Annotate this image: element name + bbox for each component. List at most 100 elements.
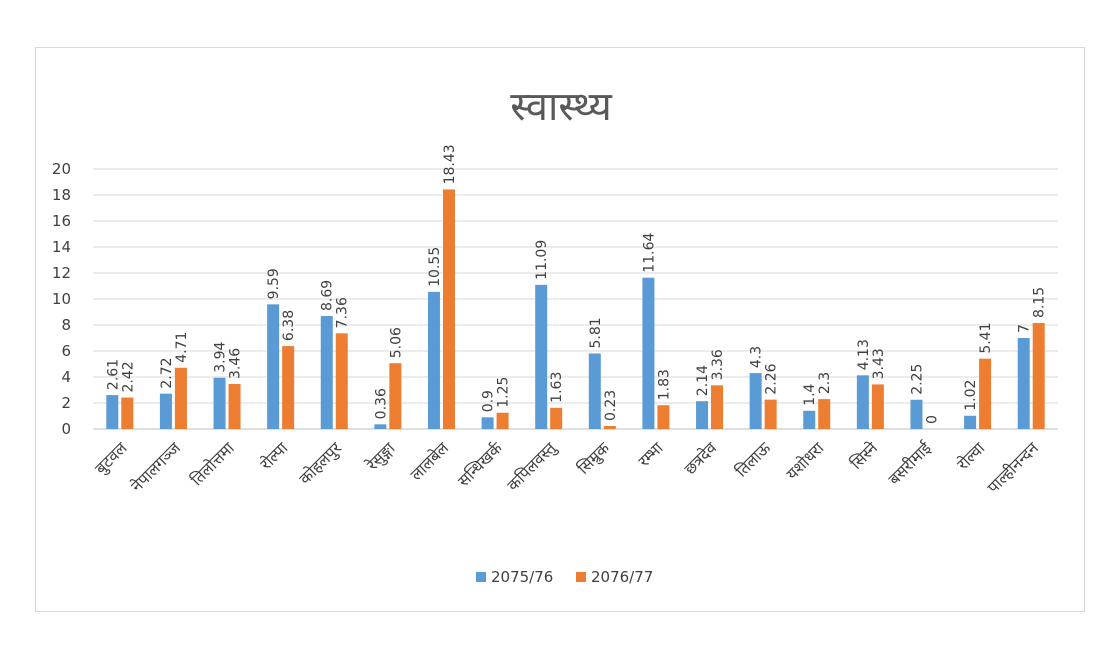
y-tick-label: 10 xyxy=(52,290,71,308)
bar xyxy=(159,393,172,429)
bar xyxy=(696,401,709,429)
x-tick-label: छत्रदेव xyxy=(680,438,721,479)
data-label: 7 xyxy=(1017,324,1033,333)
bar xyxy=(535,284,548,429)
bar xyxy=(389,363,402,429)
chart-title: स्वास्थ्य xyxy=(510,84,612,130)
y-tick-label: 6 xyxy=(61,342,71,360)
bar xyxy=(121,397,134,429)
data-label: 5.06 xyxy=(388,327,404,358)
bar xyxy=(871,384,884,429)
bar xyxy=(213,377,226,429)
bar xyxy=(174,367,187,429)
x-tick-label: बसरीमाई xyxy=(884,438,935,489)
data-label: 4.3 xyxy=(749,346,765,368)
bar xyxy=(106,395,119,429)
bar xyxy=(228,384,241,429)
data-label: 10.55 xyxy=(427,247,443,287)
data-label: 0 xyxy=(924,415,940,424)
legend: 2075/76 2076/77 xyxy=(476,568,653,586)
y-tick-label: 0 xyxy=(61,420,71,438)
bar xyxy=(320,316,333,429)
data-label: 2.26 xyxy=(764,363,780,394)
legend-label-2075-76: 2075/76 xyxy=(491,568,553,586)
x-tick-label: कोहलपुर xyxy=(295,438,346,489)
bar xyxy=(764,399,777,429)
x-tick-label: रेसुङ्गा xyxy=(362,438,400,476)
x-tick-label: नेपालगञ्ज xyxy=(127,438,185,496)
bar xyxy=(818,399,831,429)
x-tick-label: सन्धिखर्क xyxy=(454,438,507,491)
bar xyxy=(803,410,816,429)
gridlines xyxy=(93,168,1058,430)
bar xyxy=(642,277,655,429)
bar xyxy=(657,405,670,429)
y-tick-label: 12 xyxy=(52,264,71,282)
data-label: 3.46 xyxy=(228,348,244,379)
data-label: 5.81 xyxy=(588,317,604,348)
data-label: 0.23 xyxy=(603,390,619,421)
bar xyxy=(979,358,992,429)
bar-chart: स्वास्थ्य 0 2 4 6 8 10 12 14 16 18 20 2.61 2.42 2.72… xyxy=(52,84,1058,586)
data-label: 2.14 xyxy=(695,365,711,396)
bar xyxy=(1032,323,1045,429)
bar xyxy=(374,424,387,429)
y-tick-label: 16 xyxy=(52,212,71,230)
data-labels: 2.61 2.42 2.724.71 3.94 3.46 9.59 6.38 8.697.36… xyxy=(105,144,1047,424)
data-label: 2.42 xyxy=(120,361,136,392)
x-tick-label: पाल्हीनन्दन xyxy=(983,438,1042,497)
data-label: 0.9 xyxy=(481,390,497,412)
data-label: 11.64 xyxy=(641,233,657,273)
data-label: 8.69 xyxy=(320,280,336,311)
data-label: 2.3 xyxy=(817,372,833,394)
bar xyxy=(1017,338,1030,429)
bar xyxy=(910,399,923,429)
bar xyxy=(964,415,977,429)
data-label: 2.25 xyxy=(909,364,925,395)
bar xyxy=(588,353,601,429)
bar xyxy=(711,385,724,429)
data-label: 4.71 xyxy=(174,332,190,363)
bar xyxy=(749,373,762,429)
bar xyxy=(496,412,509,429)
x-tick-label: सिस्ने xyxy=(847,438,882,473)
data-label: 1.02 xyxy=(963,380,979,411)
data-label: 1.63 xyxy=(549,372,565,403)
x-tick-label: बुटवल xyxy=(91,438,132,479)
legend-swatch-2076-77 xyxy=(576,572,586,582)
y-tick-label: 18 xyxy=(52,186,71,204)
y-tick-label: 14 xyxy=(52,238,71,256)
data-label: 3.94 xyxy=(213,342,229,373)
data-label: 8.15 xyxy=(1032,287,1048,318)
bar xyxy=(335,333,348,429)
bar xyxy=(442,189,455,429)
data-label: 2.61 xyxy=(105,359,121,390)
data-label: 4.13 xyxy=(856,339,872,370)
x-tick-label: तिलाऊ xyxy=(732,438,775,481)
x-tick-label: रम्भा xyxy=(634,438,667,471)
data-label: 11.09 xyxy=(534,240,550,280)
x-tick-label: यशोधरा xyxy=(782,438,828,484)
x-tick-label: तिलोत्तमा xyxy=(187,438,239,490)
x-tick-label: सिम्रुक xyxy=(574,438,615,479)
y-axis: 0 2 4 6 8 10 12 14 16 18 20 xyxy=(52,160,71,438)
chart-frame: स्वास्थ्य 0 2 4 6 8 10 12 14 16 18 20 2.61 2.42 2.72… xyxy=(35,47,1085,612)
bar xyxy=(282,346,295,429)
bar xyxy=(267,304,280,429)
x-tick-label: कपिलवस्तु xyxy=(503,438,561,496)
bar xyxy=(856,375,869,429)
data-label: 18.43 xyxy=(442,144,458,184)
data-label: 3.43 xyxy=(871,348,887,379)
bar xyxy=(603,426,616,429)
legend-label-2076-77: 2076/77 xyxy=(591,568,653,586)
x-tick-label: लालबेल xyxy=(406,438,453,485)
y-tick-label: 4 xyxy=(61,368,71,386)
data-label: 0.36 xyxy=(373,388,389,419)
data-label: 3.36 xyxy=(710,349,726,380)
bar xyxy=(427,291,440,429)
data-label: 6.38 xyxy=(281,310,297,341)
data-label: 2.72 xyxy=(159,357,175,388)
bar xyxy=(481,417,494,429)
bars xyxy=(106,189,1045,429)
